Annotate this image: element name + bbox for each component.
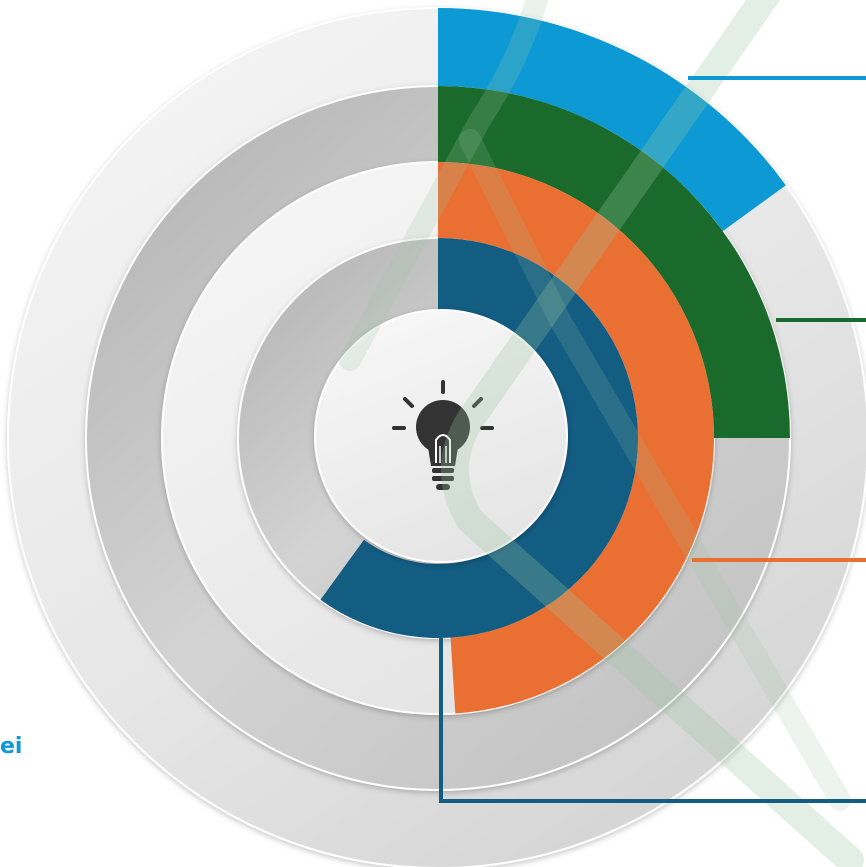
progress-arcs — [320, 8, 790, 714]
side-label: ei — [0, 734, 23, 759]
decorative-stripes — [339, 0, 864, 867]
ring-4-arc — [320, 238, 638, 638]
ring-1-arc — [438, 8, 786, 232]
callout-line-4 — [439, 638, 866, 803]
ring-2-arc — [438, 86, 790, 438]
callout-lines — [439, 76, 866, 803]
ring-3-arc — [438, 162, 715, 714]
lightbulb-icon — [392, 380, 494, 490]
